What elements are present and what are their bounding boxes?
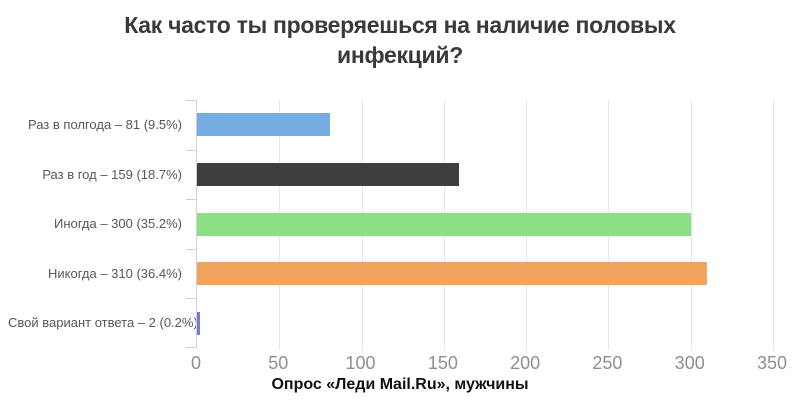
plot-area <box>186 100 774 350</box>
value-tick-label: 350 <box>756 353 788 373</box>
category-label: Раз в полгода – 81 (9.5%) <box>27 117 182 132</box>
bar[interactable] <box>197 212 691 236</box>
category-axis-tick <box>186 150 196 151</box>
category-axis-tick <box>186 249 196 250</box>
value-tick-label: 0 <box>190 353 202 373</box>
value-tick-label: 250 <box>592 353 623 373</box>
value-tick-label: 50 <box>268 353 289 373</box>
category-label: Никогда – 310 (36.4%) <box>48 265 182 281</box>
value-axis-labels: 0 50 100 150 200 250 300 350 <box>191 353 787 375</box>
chart-title: Как часто ты проверяешься на наличие пол… <box>124 12 676 69</box>
category-label: Раз в год – 159 (18.7%) <box>42 166 182 182</box>
bar[interactable] <box>197 113 331 137</box>
value-tick-label: 100 <box>345 353 376 373</box>
chart-caption: Опрос «Леди Mail.Ru», мужчины <box>271 376 529 393</box>
category-label: Иногда – 300 (35.2%) <box>53 216 182 232</box>
category-axis-tick <box>186 298 196 299</box>
value-tick-label: 300 <box>674 353 705 373</box>
category-axis-tick <box>186 100 196 101</box>
bar[interactable] <box>197 262 708 286</box>
category-label: Свой вариант ответа – 2 (0.2%) <box>8 315 198 331</box>
category-axis-tick <box>186 199 196 200</box>
category-axis-tick <box>186 347 196 348</box>
bar[interactable] <box>197 162 459 186</box>
gridline <box>773 100 774 350</box>
value-tick-label: 200 <box>510 353 541 373</box>
value-tick-label: 150 <box>427 353 458 373</box>
bar[interactable] <box>197 311 201 335</box>
gridline <box>690 100 692 350</box>
